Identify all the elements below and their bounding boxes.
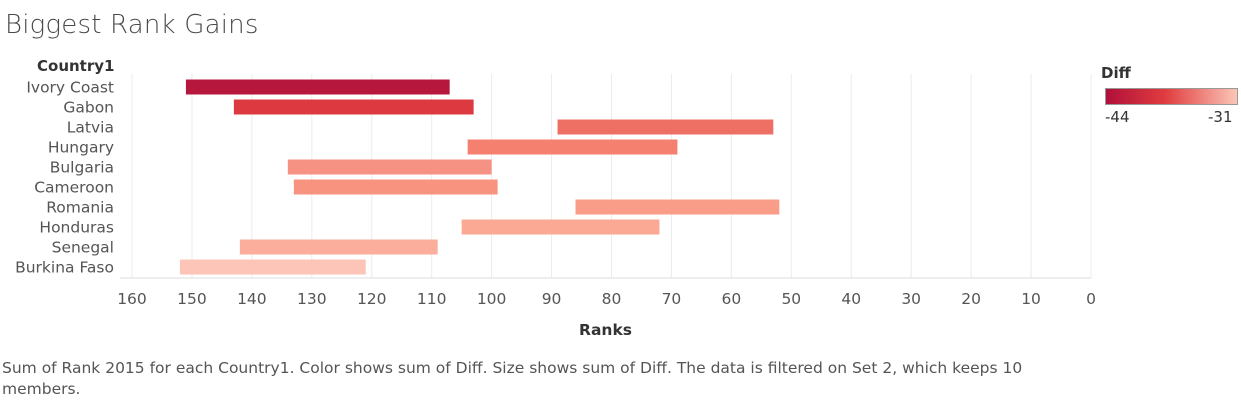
x-tick-label: 110 xyxy=(417,290,447,308)
bar-latvia[interactable] xyxy=(557,119,774,135)
legend-title: Diff xyxy=(1101,64,1131,82)
bar-cameroon[interactable] xyxy=(293,179,498,195)
x-tick-label: 120 xyxy=(357,290,387,308)
x-tick-label: 160 xyxy=(117,290,147,308)
chart-title: Biggest Rank Gains xyxy=(5,10,259,40)
x-axis-title: Ranks xyxy=(579,321,632,339)
category-label: Senegal xyxy=(52,239,114,257)
x-tick-label: 40 xyxy=(841,290,861,308)
x-tick-label: 30 xyxy=(901,290,921,308)
category-labels: Ivory Coast Gabon Latvia Hungary Bulgaria Cam… xyxy=(15,79,114,277)
x-tick-label: 50 xyxy=(781,290,801,308)
x-tick-label: 100 xyxy=(477,290,507,308)
x-tick-label: 20 xyxy=(961,290,981,308)
bar-senegal[interactable] xyxy=(239,239,438,255)
bar-honduras[interactable] xyxy=(461,219,660,235)
bar-gabon[interactable] xyxy=(233,99,474,115)
category-label: Bulgaria xyxy=(50,159,114,177)
category-label: Romania xyxy=(46,199,114,217)
category-label: Gabon xyxy=(63,99,114,117)
bar-burkina-faso[interactable] xyxy=(179,259,366,275)
legend-min-label: -44 xyxy=(1105,108,1130,126)
x-tick-label: 130 xyxy=(297,290,327,308)
x-tick-label: 0 xyxy=(1086,290,1096,308)
y-axis-title: Country1 xyxy=(37,57,115,75)
category-label: Hungary xyxy=(48,139,114,157)
x-tick-label: 80 xyxy=(602,290,622,308)
x-tick-labels: 160 150 140 130 120 110 100 90 80 70 60 50 40 30 20 10 0 xyxy=(117,290,1096,308)
category-label: Latvia xyxy=(67,119,114,137)
bars xyxy=(179,79,780,275)
x-tick-label: 10 xyxy=(1021,290,1041,308)
x-tick-label: 90 xyxy=(542,290,562,308)
category-label: Burkina Faso xyxy=(15,259,114,277)
category-label: Cameroon xyxy=(34,179,114,197)
bar-bulgaria[interactable] xyxy=(287,159,492,175)
bar-hungary[interactable] xyxy=(467,139,678,155)
x-tick-label: 150 xyxy=(177,290,207,308)
color-legend-gradient xyxy=(1105,88,1238,105)
grid-lines xyxy=(120,74,1092,279)
chart-caption: Sum of Rank 2015 for each Country1. Colo… xyxy=(2,359,1023,398)
bar-romania[interactable] xyxy=(575,199,780,215)
x-tick-label: 60 xyxy=(722,290,742,308)
category-label: Ivory Coast xyxy=(26,79,114,97)
x-tick-label: 70 xyxy=(662,290,682,308)
category-label: Honduras xyxy=(39,219,114,237)
bar-ivory-coast[interactable] xyxy=(185,79,450,95)
legend-max-label: -31 xyxy=(1208,108,1233,126)
x-tick-label: 140 xyxy=(237,290,267,308)
